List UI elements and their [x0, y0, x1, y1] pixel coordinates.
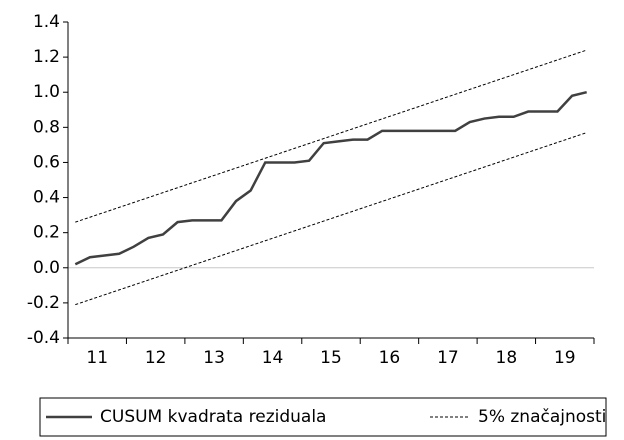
- lower-bound-line: [75, 132, 587, 306]
- x-tick-label: 15: [320, 348, 342, 368]
- x-tick-label: 16: [379, 348, 401, 368]
- x-tick-label: 17: [437, 348, 459, 368]
- y-tick-label: -0.4: [27, 328, 60, 348]
- upper-bound-line: [75, 49, 587, 223]
- y-tick-label: 0.8: [33, 117, 60, 137]
- cusum-line: [74, 91, 587, 266]
- y-tick-label: 0.6: [33, 152, 60, 172]
- y-tick-label: 0.4: [33, 188, 60, 208]
- x-tick-label: 14: [262, 348, 284, 368]
- y-tick-label: 0.0: [33, 258, 60, 278]
- legend-label: 5% značajnosti: [478, 407, 606, 427]
- y-tick-label: 1.4: [33, 12, 60, 32]
- y-tick-label: 1.2: [33, 47, 60, 67]
- x-tick-label: 18: [496, 348, 518, 368]
- x-tick-label: 11: [86, 348, 108, 368]
- y-tick-label: 1.0: [33, 82, 60, 102]
- x-tick-label: 13: [203, 348, 225, 368]
- x-tick-label: 12: [145, 348, 167, 368]
- y-tick-label: -0.2: [27, 293, 60, 313]
- x-tick-label: 19: [554, 348, 576, 368]
- y-tick-label: 0.2: [33, 223, 60, 243]
- legend-label: CUSUM kvadrata reziduala: [100, 407, 326, 427]
- legend-box: [39, 397, 607, 437]
